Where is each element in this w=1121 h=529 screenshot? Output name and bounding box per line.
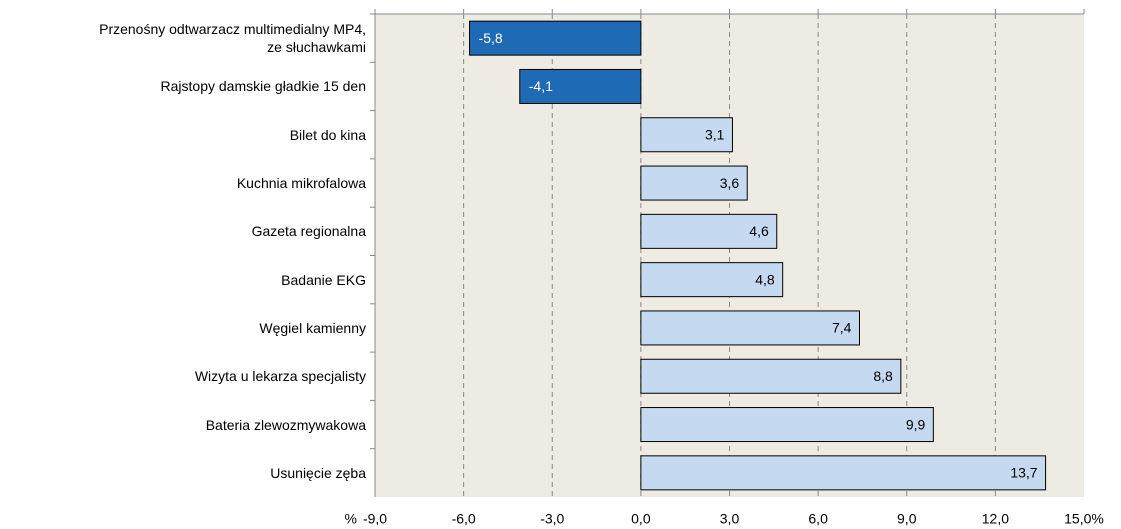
- value-label: -5,8: [479, 30, 503, 46]
- bar: [640, 165, 748, 201]
- category-label: Gazeta regionalna: [251, 223, 366, 240]
- x-unit: %: [345, 511, 357, 527]
- value-label: 3,6: [720, 175, 740, 191]
- category-label: Węgiel kamienny: [259, 319, 366, 336]
- category-label: Przenośny odtwarzacz multimedialny MP4, …: [99, 21, 366, 56]
- bar: [640, 262, 784, 298]
- x-tick-label: 3,0: [720, 511, 740, 527]
- category-label: Bilet do kina: [289, 126, 366, 143]
- x-tick-label: 15,0%: [1064, 511, 1104, 527]
- x-tick-label: -9,0: [363, 511, 387, 527]
- x-tick-label: 0,0: [631, 511, 651, 527]
- category-label: Kuchnia mikrofalowa: [236, 175, 366, 192]
- bar: [640, 117, 733, 153]
- bar: [519, 68, 642, 104]
- category-label: Badanie EKG: [281, 271, 366, 288]
- x-tick-label: 6,0: [808, 511, 828, 527]
- bar: [640, 213, 778, 249]
- x-tick-label: -6,0: [452, 511, 476, 527]
- value-label: -4,1: [529, 78, 553, 94]
- category-label: Wizyta u lekarza specjalisty: [194, 368, 366, 385]
- category-label: Usunięcie zęba: [270, 464, 366, 481]
- x-tick-label: -3,0: [540, 511, 564, 527]
- category-label: Rajstopy damskie gładkie 15 den: [160, 78, 366, 95]
- bar: [640, 407, 934, 443]
- x-tick-label: 12,0: [982, 511, 1009, 527]
- bar: [640, 455, 1047, 491]
- value-label: 4,6: [749, 223, 769, 239]
- category-label: Bateria zlewozmywakowa: [205, 416, 366, 433]
- value-label: 13,7: [1010, 465, 1037, 481]
- value-label: 8,8: [873, 368, 893, 384]
- x-tick-label: 9,0: [897, 511, 917, 527]
- bar: [640, 358, 902, 394]
- value-label: 3,1: [705, 126, 725, 142]
- bar: [469, 20, 642, 56]
- value-label: 9,9: [906, 416, 926, 432]
- value-label: 7,4: [832, 320, 852, 336]
- bar: [640, 310, 860, 346]
- value-label: 4,8: [755, 271, 775, 287]
